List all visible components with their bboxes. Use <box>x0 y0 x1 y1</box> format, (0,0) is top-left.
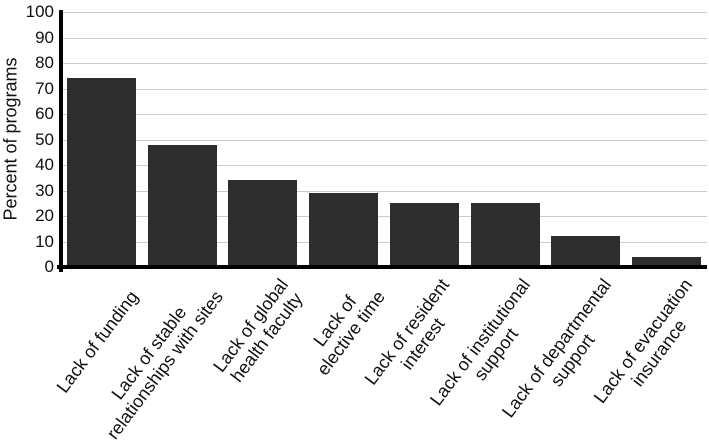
y-tick-label: 80 <box>35 53 54 72</box>
bar <box>632 256 702 265</box>
gridline-20 <box>61 216 707 217</box>
y-tick-label: 40 <box>35 155 54 174</box>
gridline-30 <box>61 191 707 192</box>
y-tick-label: 50 <box>35 129 54 149</box>
bar <box>551 236 621 265</box>
bar <box>309 193 379 265</box>
bar <box>66 78 136 265</box>
y-tick-label: 90 <box>35 27 54 47</box>
bar <box>228 180 298 265</box>
y-tick-label: 70 <box>35 78 54 98</box>
y-tick-label: 100 <box>25 2 54 21</box>
gridline-10 <box>61 242 707 243</box>
bar <box>147 144 217 265</box>
bar <box>470 203 540 266</box>
y-tick-label: 0 <box>44 257 54 276</box>
y-tick-label: 20 <box>35 206 54 225</box>
y-tick-label: 30 <box>35 180 54 200</box>
gridline-90 <box>61 38 707 39</box>
gridline-70 <box>61 89 707 90</box>
gridline-60 <box>61 114 707 115</box>
x-axis-line <box>57 265 707 269</box>
gridline-50 <box>61 140 707 141</box>
gridline-40 <box>61 165 707 166</box>
x-category-label: Lack of global health faculty <box>209 275 307 386</box>
y-axis-line <box>59 10 63 272</box>
x-category-label: Lack of stable relationships with sites <box>102 287 228 443</box>
y-tick-label: 60 <box>35 104 54 123</box>
y-tick-label: 10 <box>35 231 54 251</box>
bar <box>389 203 459 266</box>
gridline-80 <box>61 63 707 64</box>
gridline-100 <box>61 12 707 13</box>
